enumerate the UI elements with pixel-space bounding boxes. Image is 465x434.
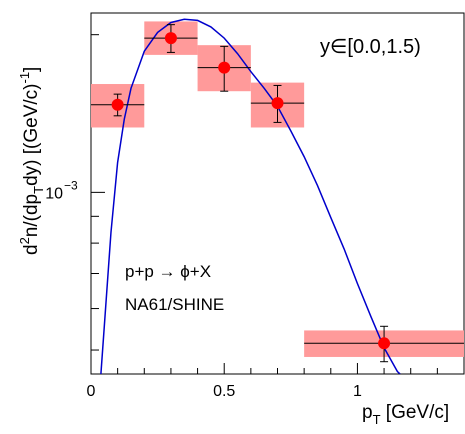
y-axis-title-close: ] — [21, 67, 42, 72]
x-tick-label-1: 1 — [353, 383, 362, 400]
data-point-4 — [271, 97, 284, 110]
rapidity-range-annotation: y∈[0.0,1.5) — [320, 36, 421, 58]
data-point-3 — [218, 61, 231, 74]
data-point-2 — [164, 32, 177, 45]
experiment-annotation: NA61/SHINE — [125, 295, 224, 314]
y-axis-title-subT: T — [31, 186, 46, 194]
data-markers — [111, 32, 391, 350]
data-point-1 — [111, 98, 124, 111]
y-axis-title-d: d — [21, 244, 42, 255]
x-tick-label-0: 0 — [87, 383, 96, 400]
fit-curve — [100, 18, 401, 374]
y-axis-title-sup2: 2 — [17, 237, 32, 244]
y-axis-title: d2n/(dpTdy) [(GeV/c)-1] — [17, 67, 46, 255]
y-tick-label-exponent: −3 — [64, 178, 78, 192]
reaction-annotation: p+p → ϕ+X — [125, 262, 211, 281]
plot-border — [90, 12, 465, 375]
x-axis-title: pT [GeV/c] — [362, 402, 449, 427]
x-axis-title-main: p — [362, 402, 373, 423]
y-axis-title-dy: dy) [(GeV/c) — [21, 84, 42, 186]
x-axis-title-sub: T — [373, 412, 381, 427]
y-axis-title-n: n/(dp — [21, 194, 42, 237]
x-tick-label-0.5: 0.5 — [213, 383, 235, 400]
plot-frame — [90, 12, 465, 375]
y-axis-title-supm1: -1 — [17, 72, 32, 84]
data-point-5 — [378, 337, 391, 350]
axis-ticks: 0 0.5 1 10 −3 — [45, 34, 465, 400]
y-tick-label-1e-3: 10 — [45, 185, 63, 202]
fit-curve-layer — [100, 18, 401, 374]
y-tick-label-base: 10 — [45, 185, 63, 202]
x-axis-title-unit: [GeV/c] — [381, 402, 450, 423]
